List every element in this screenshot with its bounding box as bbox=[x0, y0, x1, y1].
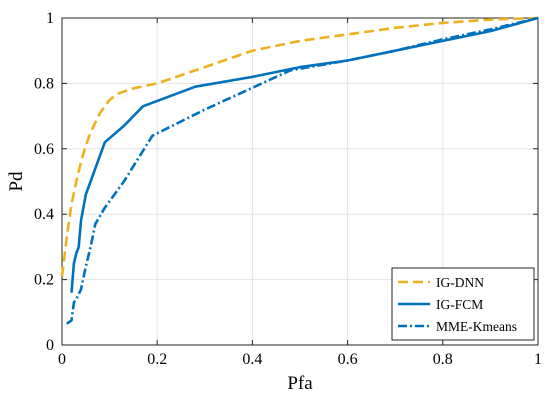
x-tick-label: 0.2 bbox=[147, 351, 167, 368]
legend-entry: MME-Kmeans bbox=[436, 319, 517, 334]
y-tick-label: 0.8 bbox=[34, 75, 54, 92]
x-tick-label: 0.6 bbox=[338, 351, 358, 368]
x-tick-label: 1 bbox=[534, 351, 542, 368]
series-line-ig-dnn bbox=[60, 16, 539, 277]
y-tick-label: 0.2 bbox=[34, 272, 54, 289]
series-layer bbox=[60, 16, 539, 325]
x-tick-label: 0.8 bbox=[433, 351, 453, 368]
ticks: 0 0.2 0.4 0.6 0.8 1 0 0.2 0.4 0.6 0.8 1 bbox=[34, 10, 542, 368]
y-tick-label: 0 bbox=[46, 337, 54, 354]
legend: IG-DNN IG-FCM MME-Kmeans bbox=[391, 267, 535, 341]
y-axis-label: Pd bbox=[6, 171, 27, 192]
y-tick-label: 1 bbox=[46, 10, 54, 27]
y-tick-label: 0.6 bbox=[34, 141, 54, 158]
x-tick-label: 0 bbox=[58, 351, 66, 368]
x-tick-label: 0.4 bbox=[242, 351, 262, 368]
y-tick-label: 0.4 bbox=[34, 206, 54, 223]
series-line-mme-kmeans bbox=[66, 16, 539, 325]
plot-area bbox=[61, 17, 539, 346]
legend-entry: IG-FCM bbox=[436, 297, 483, 312]
legend-entry: IG-DNN bbox=[436, 275, 484, 290]
x-axis-label: Pfa bbox=[287, 373, 313, 394]
